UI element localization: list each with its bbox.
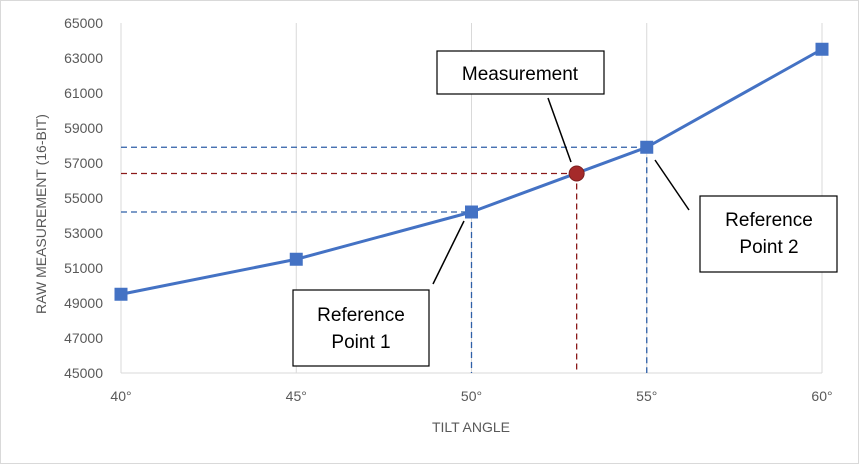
x-tick-label: 45° bbox=[286, 388, 307, 404]
data-point bbox=[289, 252, 303, 266]
callout-ref1-line1: Reference bbox=[317, 305, 405, 326]
callout-ref2-box bbox=[699, 195, 838, 273]
data-point bbox=[640, 140, 654, 154]
y-tick-label: 61000 bbox=[64, 85, 103, 101]
y-tick-label: 53000 bbox=[64, 225, 103, 241]
guide-lines bbox=[121, 146, 648, 373]
x-tick-label: 50° bbox=[461, 388, 482, 404]
callout-measurement-leader bbox=[547, 97, 572, 163]
callout-measurement-box bbox=[436, 50, 605, 95]
data-point bbox=[465, 205, 478, 219]
data-point bbox=[114, 287, 128, 301]
y-tick-label: 55000 bbox=[64, 190, 103, 206]
x-axis-title: TILT ANGLE bbox=[432, 419, 510, 435]
measurement-point bbox=[568, 165, 585, 182]
y-tick-label: 45000 bbox=[64, 365, 103, 381]
callout-ref2-line1: Reference bbox=[725, 210, 813, 231]
callout-measurement: Measurement bbox=[436, 50, 605, 163]
y-tick-label: 57000 bbox=[64, 155, 103, 171]
callout-ref1: Reference Point 1 bbox=[292, 220, 465, 367]
callout-ref2-line2: Point 2 bbox=[739, 237, 798, 258]
y-tick-label: 65000 bbox=[64, 15, 103, 31]
callout-ref1-leader bbox=[432, 220, 465, 285]
callout-ref1-line2: Point 1 bbox=[331, 332, 390, 353]
callout-ref2-leader bbox=[654, 159, 690, 211]
x-tick-label: 60° bbox=[811, 388, 832, 404]
x-tick-label: 55° bbox=[636, 388, 657, 404]
x-tick-label: 40° bbox=[110, 388, 131, 404]
y-tick-label: 63000 bbox=[64, 50, 103, 66]
y-tick-label: 49000 bbox=[64, 295, 103, 311]
y-tick-label: 47000 bbox=[64, 330, 103, 346]
callout-measurement-label: Measurement bbox=[462, 64, 579, 85]
y-tick-label: 51000 bbox=[64, 260, 103, 276]
tick-labels: 45000 47000 49000 51000 53000 55000 57000 59000… bbox=[64, 15, 833, 404]
series bbox=[114, 42, 829, 301]
y-axis-title: RAW MEASUREMENT (16-BIT) bbox=[33, 114, 49, 314]
y-tick-label: 59000 bbox=[64, 120, 103, 136]
callout-ref2: Reference Point 2 bbox=[654, 159, 838, 273]
data-point bbox=[815, 42, 829, 56]
callout-ref1-box bbox=[292, 289, 430, 367]
